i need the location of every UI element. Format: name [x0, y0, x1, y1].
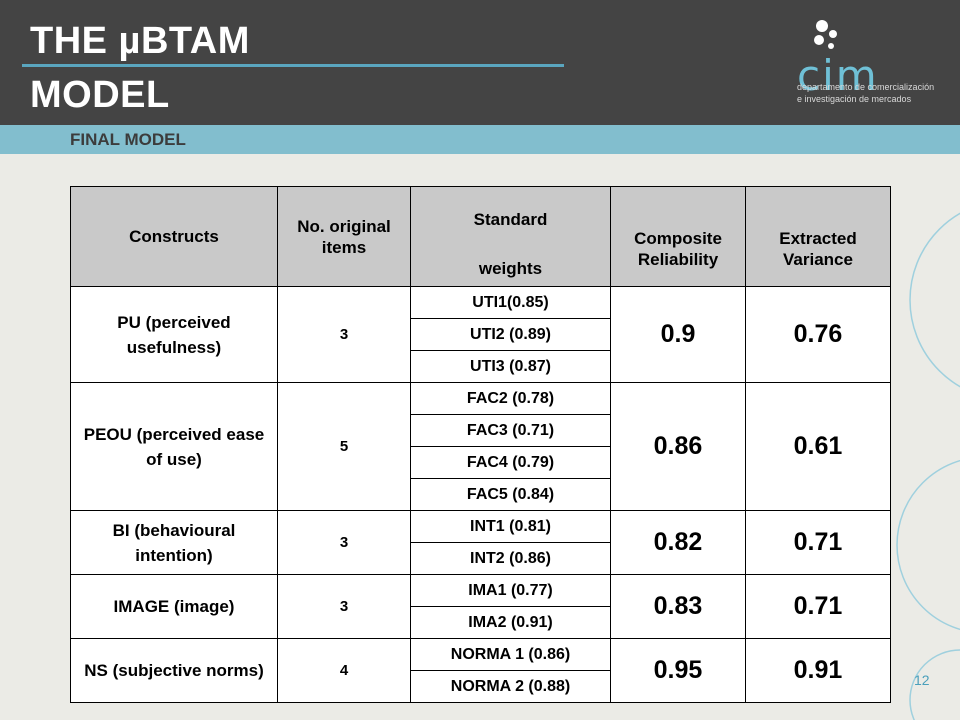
- composite-cell: 0.86: [610, 382, 746, 511]
- items-cell: 3: [277, 510, 411, 575]
- slide-title-line2: MODEL: [30, 74, 170, 116]
- weight-cell: NORMA 2 (0.88): [410, 670, 611, 703]
- composite-cell: 0.83: [610, 574, 746, 639]
- weight-cell: FAC5 (0.84): [410, 478, 611, 511]
- weight-cell: IMA1 (0.77): [410, 574, 611, 607]
- construct-cell: PEOU (perceived ease of use): [70, 382, 278, 511]
- cim-logo: cim departamento de comercialización e i…: [795, 18, 955, 118]
- slide-subtitle: FINAL MODEL: [70, 130, 186, 149]
- slide-title-line1: THE µBTAM: [30, 20, 250, 62]
- weight-cell: UTI3 (0.87): [410, 350, 611, 383]
- items-cell: 3: [277, 286, 411, 383]
- weight-cell: INT1 (0.81): [410, 510, 611, 543]
- weight-cell: UTI1(0.85): [410, 286, 611, 319]
- logo-dots-icon: [814, 20, 837, 49]
- final-model-table: Constructs No. original items Standard w…: [70, 186, 891, 703]
- weight-cell: UTI2 (0.89): [410, 318, 611, 351]
- composite-cell: 0.95: [610, 638, 746, 703]
- items-cell: 3: [277, 574, 411, 639]
- composite-cell: 0.9: [610, 286, 746, 383]
- weight-cell: NORMA 1 (0.86): [410, 638, 611, 671]
- weight-cell: INT2 (0.86): [410, 542, 611, 575]
- logo-wordmark: cim: [797, 51, 879, 100]
- header-band: [0, 0, 960, 125]
- extracted-cell: 0.71: [745, 510, 891, 575]
- construct-cell: PU (perceived usefulness): [70, 286, 278, 383]
- construct-cell: BI (behavioural intention): [70, 510, 278, 575]
- logo-subtitle-line1: departamento de comercialización: [797, 82, 935, 92]
- header-standard-weights: Standard weights: [410, 186, 611, 287]
- construct-cell: IMAGE (image): [70, 574, 278, 639]
- extracted-cell: 0.91: [745, 638, 891, 703]
- items-cell: 4: [277, 638, 411, 703]
- header-original-items: No. original items: [277, 186, 411, 287]
- weight-cell: IMA2 (0.91): [410, 606, 611, 639]
- page-number: 12: [914, 672, 930, 688]
- extracted-cell: 0.76: [745, 286, 891, 383]
- header-weights-bottom: weights: [478, 258, 543, 278]
- composite-cell: 0.82: [610, 510, 746, 575]
- subtitle-band: [0, 125, 960, 154]
- weight-cell: FAC2 (0.78): [410, 382, 611, 415]
- header-weights-top: Standard: [473, 209, 548, 229]
- logo-subtitle-line2: e investigación de mercados: [797, 94, 912, 104]
- extracted-cell: 0.61: [745, 382, 891, 511]
- extracted-cell: 0.71: [745, 574, 891, 639]
- title-underline: [22, 64, 564, 67]
- header-constructs: Constructs: [70, 186, 278, 287]
- header-extracted-variance: Extracted Variance: [745, 186, 891, 287]
- header-composite-reliability: Composite Reliability: [610, 186, 746, 287]
- weight-cell: FAC4 (0.79): [410, 446, 611, 479]
- weight-cell: FAC3 (0.71): [410, 414, 611, 447]
- construct-cell: NS (subjective norms): [70, 638, 278, 703]
- items-cell: 5: [277, 382, 411, 511]
